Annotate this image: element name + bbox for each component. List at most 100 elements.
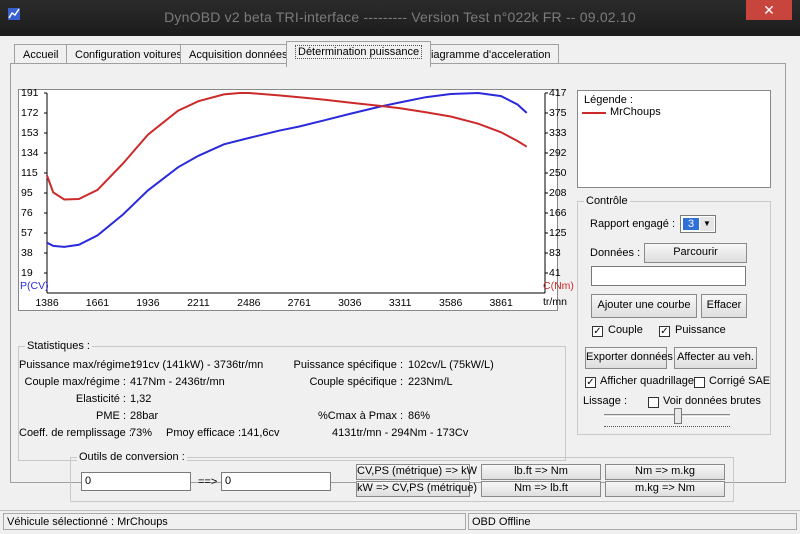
sae-label: Corrigé SAE (709, 375, 771, 387)
lissage-label: Lissage : (583, 395, 628, 407)
x-tick-label: 3861 (489, 297, 513, 309)
right-tick-label: 417 (549, 87, 567, 99)
pmoy-efficace-label: Pmoy efficace : (166, 427, 241, 439)
left-tick-label: 57 (21, 227, 33, 239)
x-tick-label: 3036 (338, 297, 362, 309)
conversion-arrow: ==> (198, 476, 218, 488)
tab-label: Accueil (23, 49, 59, 61)
controle-group: Contrôle Rapport engagé : 3 ▼ Données : … (577, 195, 771, 435)
pme-value: 28bar (130, 410, 159, 422)
cv-to-kw-button[interactable]: CV,PS (métrique) => kW (356, 464, 477, 480)
left-axis-label: P(CV) (20, 280, 49, 292)
x-tick-label: 1936 (136, 297, 160, 309)
donnees-label: Données : (590, 247, 641, 259)
puissance-label: Puissance (675, 324, 726, 336)
client-area: Accueil Configuration voitures Acquisiti… (8, 36, 792, 510)
x-tick-label: 3311 (388, 297, 412, 309)
puissance-specifique-value: 102cv/L (75kW/L) (408, 359, 494, 371)
quadrillage-checkbox[interactable]: ✓ (585, 377, 596, 388)
app-icon (8, 8, 20, 20)
legend-title: Légende : (584, 94, 633, 106)
coeff-remplissage-label: Coeff. de remplissage : (19, 427, 132, 439)
couple-max-label: Couple max/régime : (24, 376, 127, 388)
outils-conversion-label: Outils de conversion : (77, 451, 187, 463)
x-tick-label: 2486 (237, 297, 261, 309)
parcourir-button[interactable]: Parcourir (644, 243, 747, 263)
cmax-pmax-value: 86% (408, 410, 431, 422)
couple-max-value: 417Nm - 2436tr/mn (130, 376, 225, 388)
window-title: DynOBD v2 beta TRI-interface --------- V… (164, 9, 636, 25)
x-tick-label: 1386 (35, 297, 59, 309)
lbft-to-nm-button[interactable]: lb.ft => Nm (481, 464, 601, 480)
tab-label: Acquisition données (189, 49, 288, 61)
puissance-checkbox[interactable]: ✓ (659, 326, 670, 337)
left-tick-label: 19 (21, 267, 33, 279)
file-path-field[interactable] (591, 266, 746, 286)
right-tick-label: 333 (549, 127, 567, 139)
kw-to-cv-button[interactable]: kW => CV,PS (métrique) (356, 481, 477, 497)
left-tick-label: 115 (21, 167, 38, 179)
couple-checkbox[interactable]: ✓ (592, 326, 603, 337)
tab-configuration-voitures[interactable]: Configuration voitures (66, 44, 192, 66)
left-tick-label: 172 (21, 107, 39, 119)
status-vehicle: Véhicule sélectionné : MrChoups (3, 513, 466, 530)
chevron-down-icon[interactable]: ▼ (700, 217, 714, 231)
cmax-pmax-detail: 4131tr/mn - 294Nm - 173Cv (332, 427, 469, 439)
controle-label: Contrôle (584, 195, 630, 207)
exporter-donnees-button[interactable]: Exporter données (585, 347, 673, 369)
status-bar: Véhicule sélectionné : MrChoups OBD Offl… (0, 510, 800, 534)
legend-entry: MrChoups (610, 106, 661, 118)
torque-curve (46, 92, 528, 201)
pmoy-efficace-value: 141,6cv (241, 427, 280, 439)
left-tick-label: 153 (21, 127, 39, 139)
cmax-pmax-label: %Cmax à Pmax : (318, 410, 403, 422)
effacer-button[interactable]: Effacer (701, 294, 747, 318)
rapport-label: Rapport engagé : (590, 218, 676, 230)
tab-diagramme-acceleration[interactable]: Diagramme d'acceleration (414, 44, 560, 66)
x-tick-label: 2761 (287, 297, 311, 309)
power-torque-chart: P(CV) C(Nm) tr/mn 191 172 153 134 115 95 76 57 3… (18, 87, 574, 311)
ajouter-courbe-button[interactable]: Ajouter une courbe (591, 294, 697, 318)
nm-to-lbft-button[interactable]: Nm => lb.ft (481, 481, 601, 497)
puissance-max-label: Puissance max/régime : (19, 359, 137, 371)
puissance-max-value: 191cv (141kW) - 3736tr/mn (130, 359, 264, 371)
statistiques-group: Statistiques : Puissance max/régime : 19… (18, 340, 566, 461)
chart-plot (44, 91, 548, 294)
sae-checkbox[interactable] (694, 377, 705, 388)
couple-specifique-label: Couple spécifique : (309, 376, 403, 388)
mkg-to-nm-button[interactable]: m.kg => Nm (605, 481, 725, 497)
coeff-remplissage-value: 73% (130, 427, 153, 439)
right-tick-label: 292 (549, 147, 567, 159)
close-button[interactable]: ✕ (746, 0, 792, 20)
lissage-slider-thumb[interactable] (674, 408, 682, 424)
puissance-specifique-label: Puissance spécifique : (293, 359, 403, 371)
rapport-select[interactable]: 3 ▼ (680, 215, 716, 233)
right-axis-label: C(Nm) (543, 280, 574, 292)
power-curve (46, 91, 528, 248)
x-tick-label: 2211 (187, 297, 210, 309)
lissage-slider-track[interactable] (604, 414, 730, 417)
right-tick-label: 208 (549, 187, 567, 199)
title-bar: DynOBD v2 beta TRI-interface --------- V… (0, 0, 800, 36)
conversion-input[interactable]: 0 (81, 472, 191, 491)
elasticite-label: Elasticité : (75, 393, 126, 405)
affecter-vehicule-button[interactable]: Affecter au veh. (674, 347, 757, 369)
outils-conversion-group: Outils de conversion : 0 ==> 0 CV,PS (mé… (70, 451, 734, 502)
couple-specifique-value: 223Nm/L (408, 376, 453, 388)
quadrillage-label: Afficher quadrillage (600, 375, 694, 387)
tab-label: Détermination puissance (295, 45, 423, 59)
right-tick-label: 125 (549, 227, 567, 239)
tab-label: Diagramme d'acceleration (423, 49, 551, 61)
nm-to-mkg-button[interactable]: Nm => m.kg (605, 464, 725, 480)
left-tick-label: 191 (21, 87, 39, 99)
rapport-value: 3 (683, 218, 699, 230)
donnees-brutes-label: Voir données brutes (663, 395, 761, 407)
conversion-output[interactable]: 0 (221, 472, 331, 491)
left-tick-label: 95 (21, 187, 33, 199)
tab-panel: P(CV) C(Nm) tr/mn 191 172 153 134 115 95 76 57 3… (10, 63, 786, 483)
tab-accueil[interactable]: Accueil (14, 44, 68, 66)
tab-label: Configuration voitures (75, 49, 183, 61)
donnees-brutes-checkbox[interactable] (648, 397, 659, 408)
tab-determination-puissance[interactable]: Détermination puissance (286, 41, 432, 67)
